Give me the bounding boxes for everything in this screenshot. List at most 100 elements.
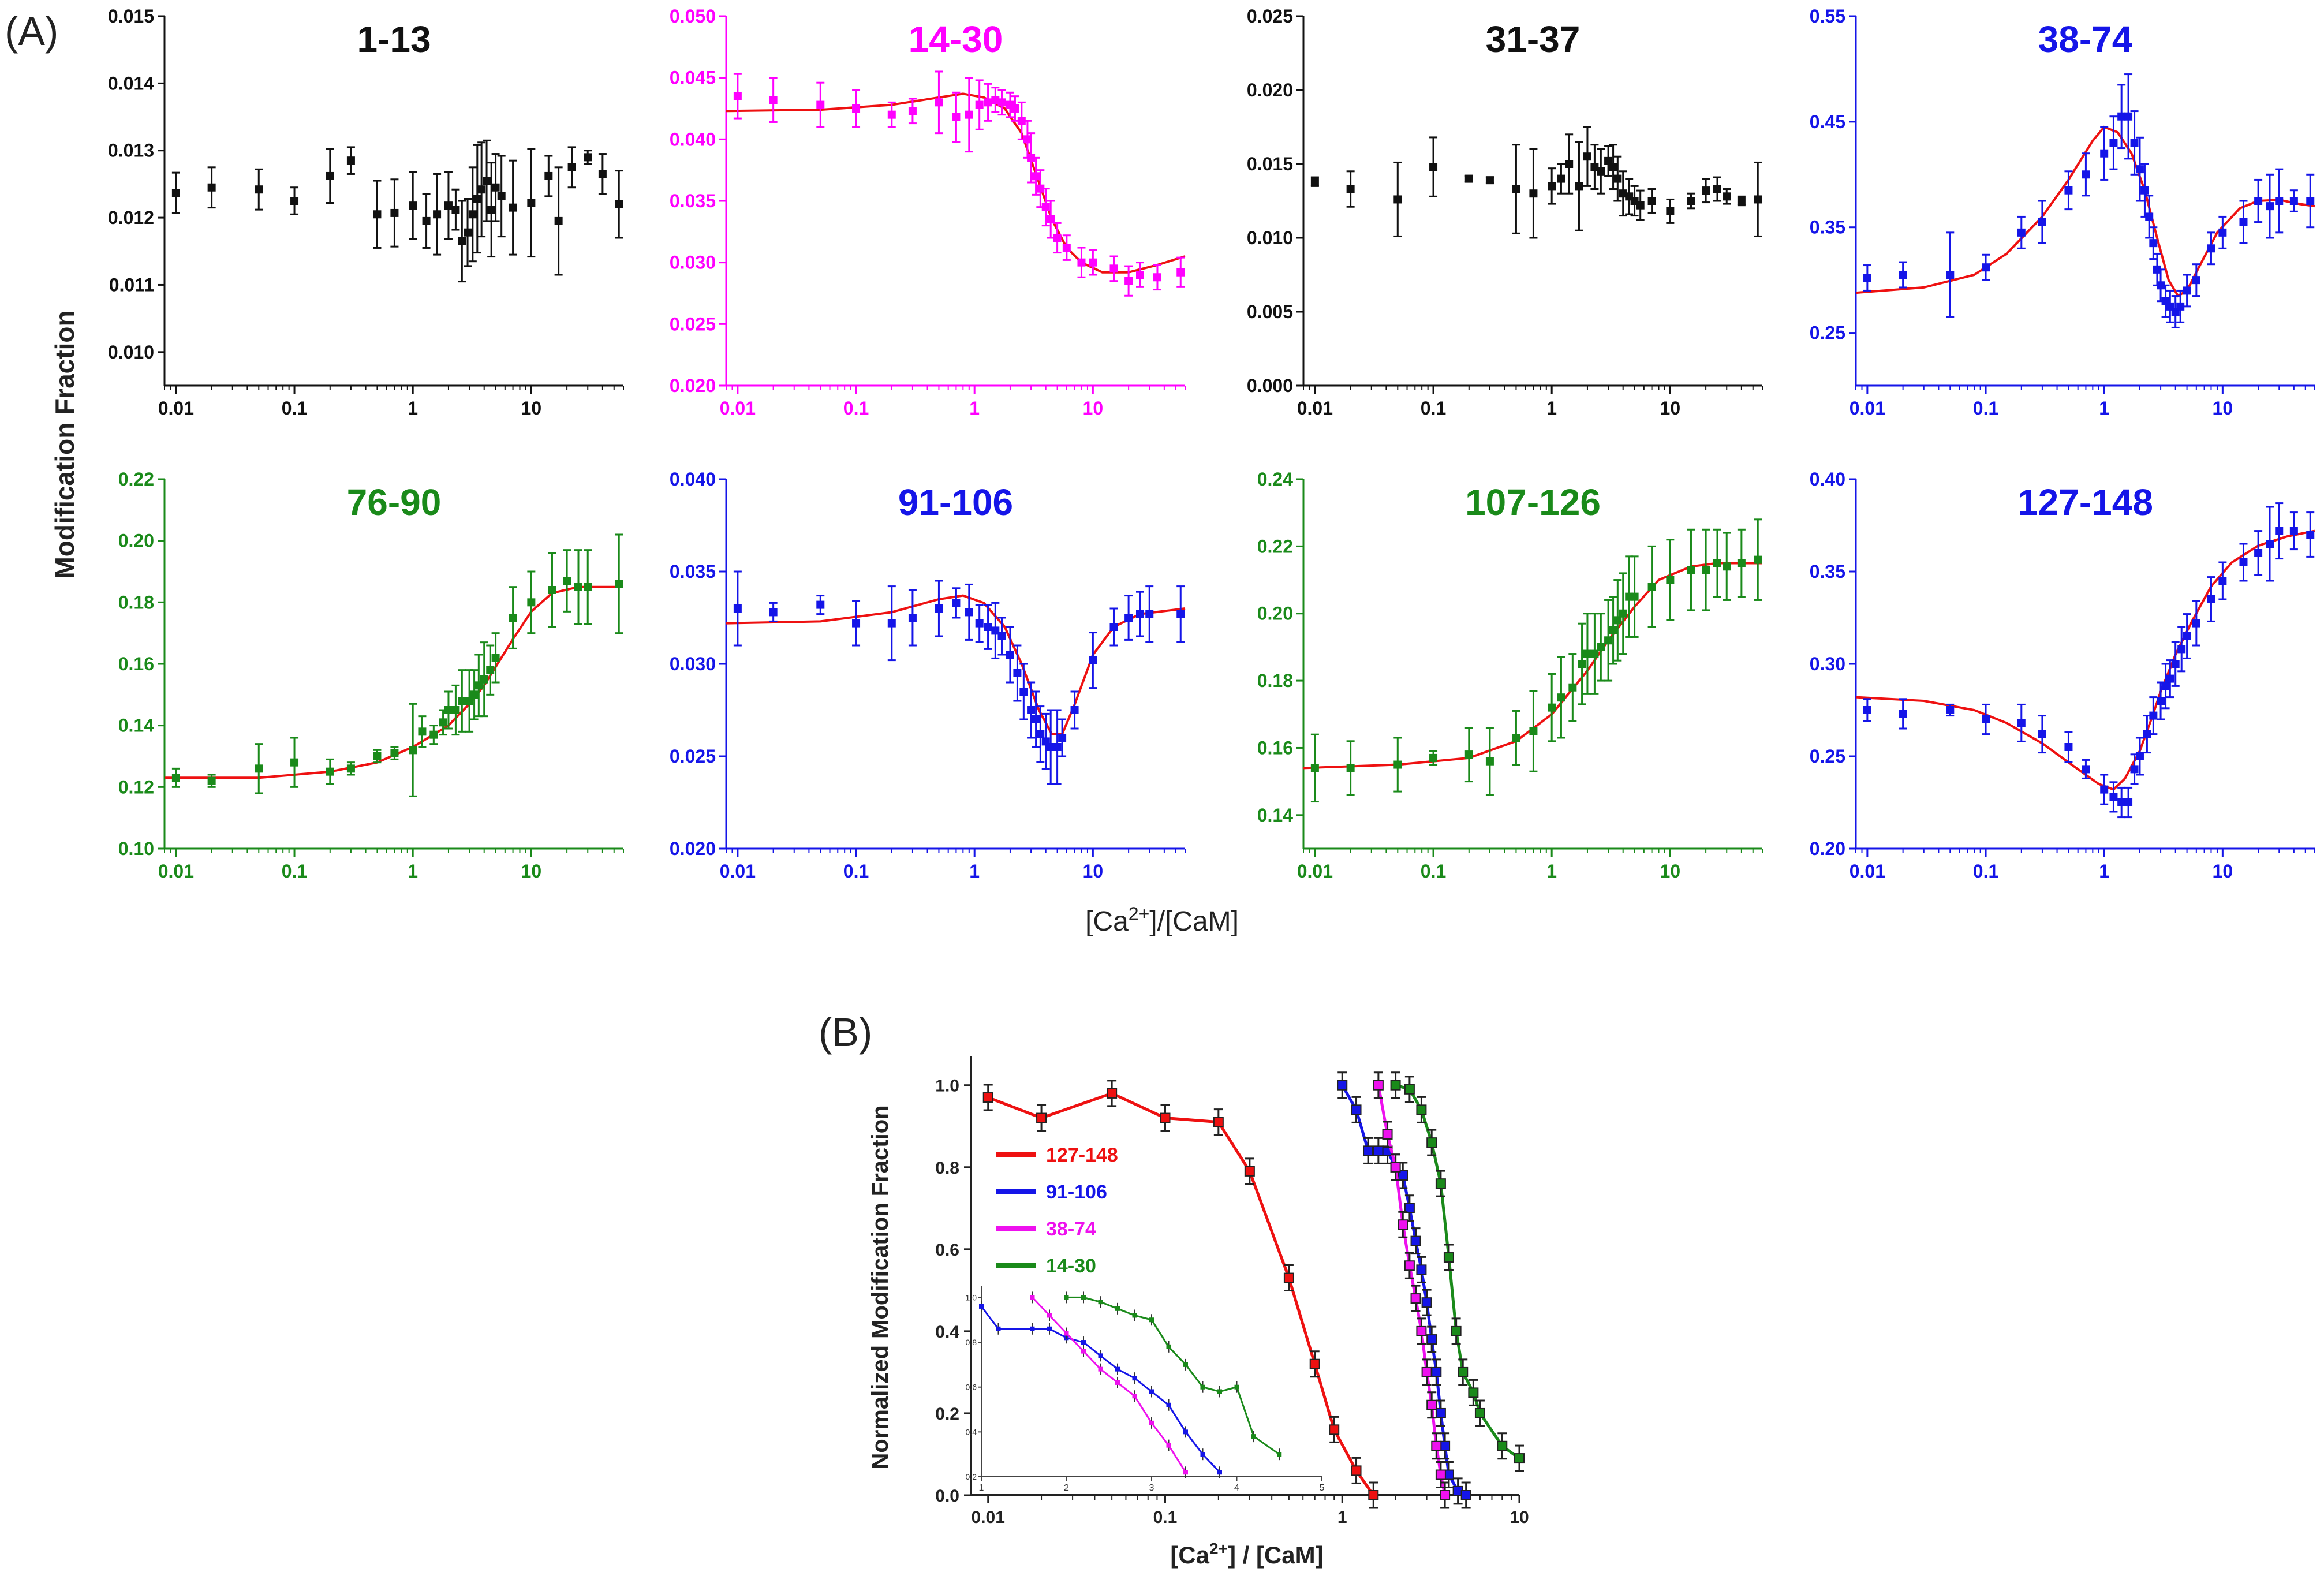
data-point: [1613, 616, 1622, 625]
x-tick-label: 0.01: [158, 861, 194, 882]
y-tick-label: 0.050: [670, 6, 716, 27]
data-point: [2109, 139, 2118, 147]
data-point: [1863, 274, 1871, 282]
data-point: [470, 690, 479, 699]
data-point: [1013, 669, 1022, 677]
y-tick-label: 0.45: [1810, 111, 1845, 132]
data-point: [2177, 645, 2186, 654]
data-point: [1666, 207, 1675, 215]
y-tick-label: 0.22: [118, 469, 154, 490]
data-point: [1575, 182, 1583, 191]
x-tick-label: 0.01: [158, 398, 194, 419]
data-point: [1200, 1384, 1205, 1390]
data-point: [1176, 268, 1185, 277]
data-point: [1346, 764, 1355, 772]
data-point: [1023, 135, 1032, 144]
data-point: [1393, 760, 1402, 769]
data-point: [1176, 610, 1185, 618]
data-point: [615, 200, 623, 208]
data-point: [2275, 527, 2284, 535]
data-point: [1098, 1366, 1103, 1372]
data-point: [171, 774, 180, 782]
data-point: [2239, 558, 2248, 566]
data-point: [509, 614, 517, 622]
panel-a-chart-107-126: 0.14 0.16 0.18 0.20 0.22 0.24 0.01 0.1 1 10 107-12…: [1257, 469, 1763, 882]
y-tick-label: 0.010: [108, 342, 154, 363]
data-point: [1160, 1112, 1171, 1123]
y-tick-label: 0.8: [935, 1159, 959, 1178]
x-tick-label: 3: [1149, 1483, 1154, 1493]
data-point: [1098, 1353, 1103, 1358]
data-point: [1529, 727, 1538, 735]
data-point: [1234, 1384, 1239, 1390]
data-point: [1124, 614, 1133, 622]
data-point: [1435, 1469, 1446, 1480]
data-point: [1166, 1344, 1171, 1349]
y-tick-label: 0.18: [1257, 670, 1293, 691]
x-tick-label: 10: [1510, 1508, 1529, 1527]
data-point: [1460, 1490, 1471, 1500]
x-tick-label: 0.1: [282, 861, 307, 882]
data-point: [2183, 632, 2191, 640]
y-tick-label: 0.035: [670, 561, 716, 582]
legend-label-14-30: 14-30: [1046, 1255, 1096, 1277]
data-point: [1351, 1465, 1362, 1476]
data-point: [1421, 1366, 1432, 1377]
data-point: [548, 586, 556, 594]
data-point: [769, 96, 778, 104]
inset-series-14-30: [1066, 1296, 1280, 1455]
data-point: [733, 604, 742, 613]
data-point: [1081, 1340, 1086, 1345]
data-point: [1149, 1420, 1154, 1425]
data-point: [1041, 203, 1050, 211]
data-point: [1451, 1325, 1462, 1336]
data-point: [1514, 1453, 1525, 1464]
x-tick-label: 1: [2099, 398, 2109, 419]
data-point: [1863, 706, 1871, 714]
data-point: [574, 583, 582, 591]
data-point: [584, 153, 592, 162]
data-point: [483, 177, 491, 185]
x-tick-label: 10: [521, 861, 542, 882]
data-point: [1485, 176, 1494, 185]
data-point: [1583, 152, 1591, 161]
data-point: [1410, 1293, 1421, 1304]
data-point: [1431, 1440, 1442, 1451]
data-point: [1064, 1295, 1069, 1300]
x-tick-label: 0.01: [972, 1508, 1005, 1527]
data-point: [1512, 734, 1520, 742]
data-point: [733, 92, 742, 100]
data-point: [487, 206, 496, 214]
data-point: [1713, 185, 1721, 193]
data-point: [1115, 1366, 1120, 1372]
y-tick-label: 0.010: [1247, 227, 1293, 248]
x-tick-label: 1: [2099, 861, 2109, 882]
data-point: [1636, 201, 1645, 210]
data-point: [1251, 1434, 1256, 1439]
data-point: [2135, 165, 2144, 174]
data-point: [1337, 1080, 1348, 1091]
data-point: [1440, 1440, 1451, 1451]
data-point: [769, 608, 778, 617]
data-point: [2082, 170, 2090, 179]
data-point: [991, 626, 1000, 635]
data-point: [997, 632, 1006, 640]
y-tick-label: 0.020: [670, 375, 716, 396]
data-point: [1036, 730, 1045, 738]
data-point: [952, 599, 961, 607]
data-point: [1723, 192, 1731, 201]
data-point: [1426, 1334, 1437, 1345]
data-point: [1565, 160, 1574, 168]
data-point: [816, 600, 825, 609]
data-point: [390, 749, 399, 757]
data-point: [1124, 277, 1133, 285]
x-tick-label: 10: [2213, 861, 2233, 882]
y-tick-label: 0.8: [966, 1338, 977, 1347]
data-point: [975, 100, 984, 109]
data-point: [1329, 1424, 1340, 1435]
x-tick-label: 0.1: [282, 398, 307, 419]
data-point: [491, 654, 500, 662]
data-point: [2135, 752, 2144, 760]
data-point: [433, 210, 442, 219]
y-tick-label: 0.12: [118, 776, 154, 797]
